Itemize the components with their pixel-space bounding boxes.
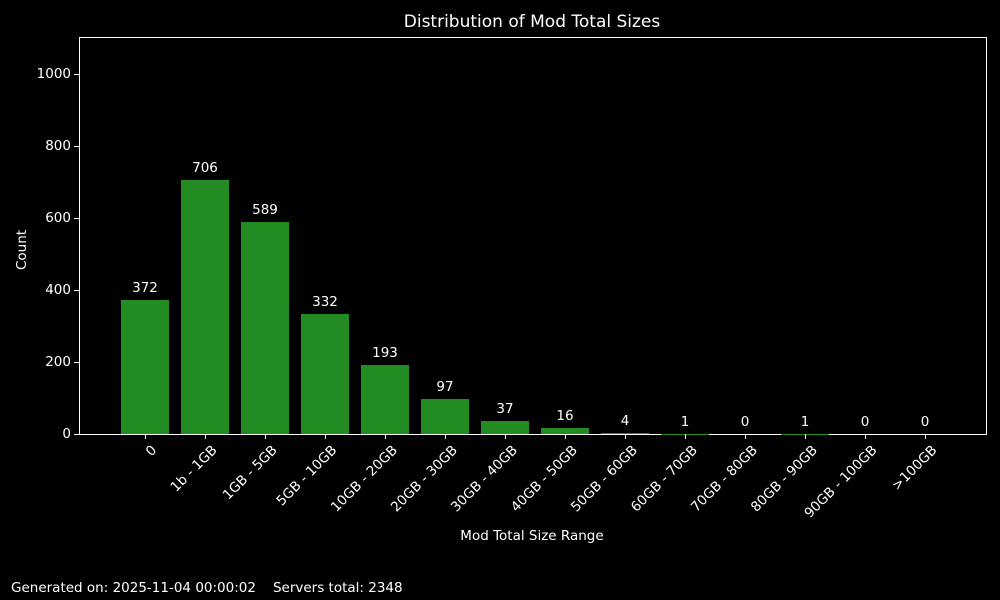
chart-footer: Generated on: 2025-11-04 00:00:02 Server… bbox=[11, 580, 403, 596]
x-tick-mark bbox=[504, 434, 506, 439]
x-tick-mark bbox=[804, 434, 806, 439]
x-tick-mark bbox=[444, 434, 446, 439]
bar-value-label: 1 bbox=[680, 413, 690, 430]
x-tick-mark bbox=[864, 434, 866, 439]
y-tick-mark bbox=[74, 433, 79, 435]
bar-value-label: 0 bbox=[920, 414, 930, 430]
y-tick-label: 400 bbox=[45, 282, 71, 298]
bar-value-label: 37 bbox=[496, 400, 514, 417]
x-tick-mark bbox=[684, 434, 686, 439]
x-tick-mark bbox=[264, 434, 266, 439]
x-tick-label: >100GB bbox=[889, 442, 941, 494]
bar bbox=[301, 314, 349, 434]
bar bbox=[121, 300, 169, 434]
y-tick-label: 600 bbox=[45, 210, 71, 226]
x-tick-label: 1GB - 5GB bbox=[219, 442, 281, 504]
bar-value-label: 1 bbox=[800, 413, 810, 430]
y-tick-label: 800 bbox=[45, 138, 71, 154]
bar-value-label: 16 bbox=[556, 408, 574, 425]
x-tick-mark bbox=[384, 434, 386, 439]
bar-value-label: 332 bbox=[312, 294, 338, 311]
y-axis-label: Count bbox=[14, 229, 30, 271]
bar bbox=[241, 221, 289, 434]
bar bbox=[421, 399, 469, 434]
bar-value-label: 0 bbox=[740, 414, 750, 430]
x-tick-mark bbox=[324, 434, 326, 439]
x-axis-label: Mod Total Size Range bbox=[460, 528, 604, 544]
bar-value-label: 193 bbox=[372, 344, 398, 361]
x-tick-mark bbox=[924, 434, 926, 439]
y-tick-mark bbox=[74, 361, 79, 363]
bar bbox=[181, 179, 229, 434]
bar-value-label: 0 bbox=[860, 414, 870, 430]
bar-value-label: 589 bbox=[252, 201, 278, 218]
x-tick-mark bbox=[204, 434, 206, 439]
footer-servers-total: Servers total: 2348 bbox=[272, 580, 403, 596]
bar bbox=[361, 364, 409, 434]
bar-value-label: 706 bbox=[192, 159, 218, 176]
x-tick-mark bbox=[744, 434, 746, 439]
y-tick-mark bbox=[74, 145, 79, 147]
y-tick-label: 200 bbox=[45, 354, 71, 370]
bar-value-label: 97 bbox=[436, 379, 454, 396]
y-tick-mark bbox=[74, 217, 79, 219]
bar bbox=[601, 432, 649, 434]
x-tick-label: 1b - 1GB bbox=[167, 442, 221, 496]
y-tick-mark bbox=[74, 289, 79, 291]
x-tick-mark bbox=[564, 434, 566, 439]
y-tick-label: 1000 bbox=[36, 66, 71, 82]
bar bbox=[481, 420, 529, 434]
x-tick-mark bbox=[624, 434, 626, 439]
bar-value-label: 372 bbox=[132, 280, 158, 297]
plot-area: 0 200 400 600 800 1000 372 0 706 1b - 1GB 589 1GB -… bbox=[37, 37, 987, 521]
footer-generated-text: Generated on: 2025-11-04 00:00:02 bbox=[11, 580, 256, 596]
x-tick-mark bbox=[144, 434, 146, 439]
y-tick-label: 0 bbox=[62, 426, 71, 442]
x-tick-label: 5GB - 10GB bbox=[273, 442, 341, 510]
x-tick-label: 0 bbox=[143, 442, 161, 460]
chart-title: Distribution of Mod Total Sizes bbox=[403, 12, 661, 32]
bar bbox=[541, 428, 589, 434]
y-tick-mark bbox=[74, 73, 79, 75]
bar-value-label: 4 bbox=[620, 412, 630, 429]
